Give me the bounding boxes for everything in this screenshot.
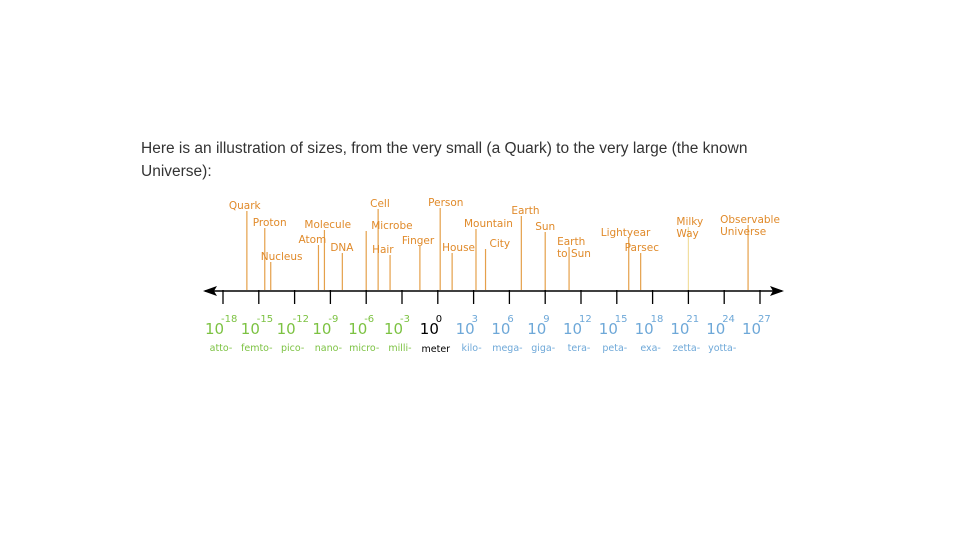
object-label: City — [490, 238, 511, 250]
power-base: 10 — [742, 320, 761, 338]
power-base: 10 — [491, 320, 510, 338]
object-label: Milky Way — [676, 216, 703, 240]
si-prefix: tera- — [568, 343, 591, 354]
intro-line-1: Here is an illustration of sizes, from t… — [141, 140, 748, 157]
power-base: 10 — [706, 320, 725, 338]
power-base: 10 — [205, 320, 224, 338]
object-label: Lightyear — [601, 227, 651, 239]
object-label: Parsec — [625, 242, 660, 254]
si-prefix: atto- — [210, 343, 233, 354]
object-label: Nucleus — [261, 251, 303, 263]
si-prefix: yotta- — [708, 343, 736, 354]
intro-text: Here is an illustration of sizes, from t… — [141, 137, 791, 183]
power-exponent: 6 — [507, 314, 513, 325]
power-base: 10 — [384, 320, 403, 338]
object-label: Mountain — [464, 218, 513, 230]
intro-line-2: Universe): — [141, 163, 212, 180]
si-prefix: milli- — [388, 343, 411, 354]
object-label: Atom — [298, 234, 326, 246]
power-base: 10 — [456, 320, 475, 338]
object-label: Hair — [372, 244, 394, 256]
power-base: 10 — [420, 320, 439, 338]
object-label: Finger — [402, 235, 435, 247]
power-base: 10 — [563, 320, 582, 338]
power-base: 10 — [348, 320, 367, 338]
power-base: 10 — [312, 320, 331, 338]
si-prefix: micro- — [349, 343, 379, 354]
si-prefix: kilo- — [461, 343, 481, 354]
si-prefix: meter — [422, 344, 451, 355]
power-base: 10 — [599, 320, 618, 338]
power-exponent: 21 — [686, 314, 699, 325]
power-base: 10 — [635, 320, 654, 338]
power-base: 10 — [527, 320, 546, 338]
si-prefix: exa- — [640, 343, 661, 354]
object-label: Sun — [535, 221, 555, 233]
si-prefix: femto- — [241, 343, 273, 354]
object-label: Quark — [229, 200, 262, 212]
object-label: Proton — [253, 217, 287, 229]
si-prefix: giga- — [531, 343, 555, 354]
power-exponent: 3 — [472, 314, 478, 325]
object-label: Molecule — [304, 219, 351, 231]
power-exponent: 18 — [651, 314, 664, 325]
object-label: Observable Universe — [720, 214, 780, 238]
power-exponent: 12 — [579, 314, 592, 325]
object-label: DNA — [330, 242, 354, 254]
power-exponent: -6 — [364, 314, 374, 325]
power-exponent: -3 — [400, 314, 410, 325]
power-exponent: -18 — [221, 314, 237, 325]
axis-arrow-left — [203, 286, 217, 296]
si-prefix: pico- — [281, 343, 304, 354]
power-exponent: -15 — [257, 314, 273, 325]
power-exponent: 24 — [722, 314, 735, 325]
object-label: Earth — [511, 205, 539, 217]
si-prefix: nano- — [315, 343, 342, 354]
si-prefix: zetta- — [673, 343, 701, 354]
power-base: 10 — [670, 320, 689, 338]
power-exponent: 0 — [436, 314, 442, 325]
power-exponent: -9 — [328, 314, 338, 325]
axis-arrow-right — [770, 286, 784, 296]
power-exponent: 9 — [543, 314, 549, 325]
object-label: Microbe — [371, 220, 412, 232]
power-base: 10 — [277, 320, 296, 338]
power-exponent: -12 — [293, 314, 309, 325]
object-label: Person — [428, 197, 463, 209]
si-prefix: peta- — [602, 343, 627, 354]
object-label: Cell — [370, 198, 390, 210]
object-label: House — [442, 242, 475, 254]
object-label: Earth to Sun — [557, 236, 591, 260]
si-prefix: mega- — [492, 343, 522, 354]
power-base: 10 — [241, 320, 260, 338]
power-exponent: 27 — [758, 314, 771, 325]
power-exponent: 15 — [615, 314, 628, 325]
